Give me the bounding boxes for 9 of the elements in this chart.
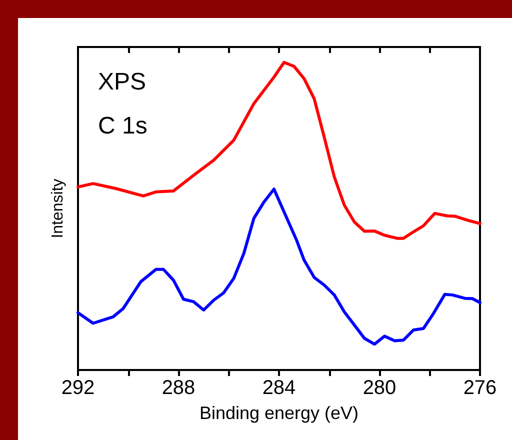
x-tick-label: 284 — [262, 377, 296, 399]
y-axis-title: Intensity — [50, 178, 66, 238]
x-tick-label: 288 — [162, 377, 196, 399]
x-axis-title: Binding energy (eV) — [199, 403, 359, 423]
x-tick-label: 280 — [362, 377, 396, 399]
annotation: XPS — [98, 68, 146, 96]
x-tick-label: 292 — [61, 377, 95, 399]
annotation: C 1s — [98, 112, 148, 140]
x-tick-label: 276 — [463, 377, 497, 399]
